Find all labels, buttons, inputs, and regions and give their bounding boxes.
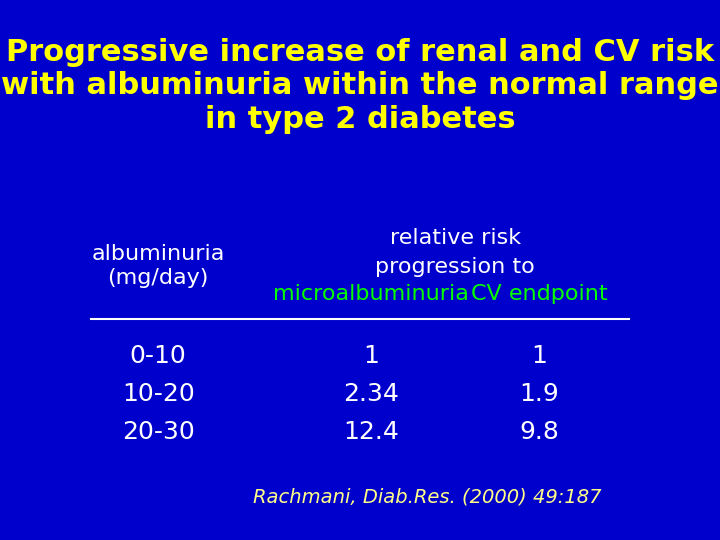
Text: 2.34: 2.34 — [343, 382, 399, 406]
Text: 12.4: 12.4 — [343, 420, 399, 444]
Text: 1.9: 1.9 — [520, 382, 559, 406]
Text: Rachmani, Diab.Res. (2000) 49:187: Rachmani, Diab.Res. (2000) 49:187 — [253, 487, 601, 507]
Text: 1: 1 — [364, 345, 379, 368]
Text: 9.8: 9.8 — [519, 420, 559, 444]
Text: 1: 1 — [531, 345, 547, 368]
Text: 0-10: 0-10 — [130, 345, 186, 368]
Text: progression to: progression to — [375, 257, 535, 278]
Text: microalbuminuria: microalbuminuria — [274, 284, 469, 305]
Text: 10-20: 10-20 — [122, 382, 194, 406]
Text: relative risk: relative risk — [390, 227, 521, 248]
Text: albuminuria
(mg/day): albuminuria (mg/day) — [91, 244, 225, 287]
Text: Progressive increase of renal and CV risk
with albuminuria within the normal ran: Progressive increase of renal and CV ris… — [1, 38, 719, 134]
Text: 20-30: 20-30 — [122, 420, 194, 444]
Text: CV endpoint: CV endpoint — [471, 284, 608, 305]
